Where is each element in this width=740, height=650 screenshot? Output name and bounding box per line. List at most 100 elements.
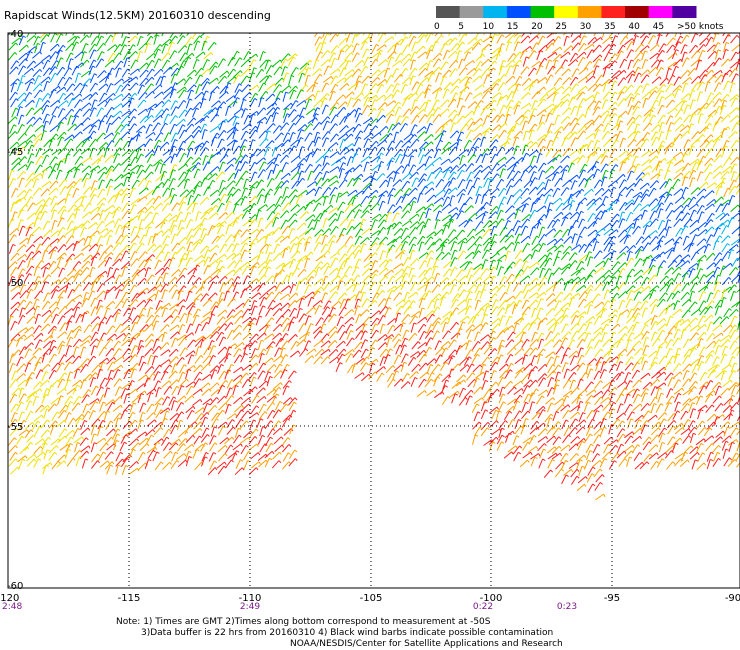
- wind-barb: [80, 227, 85, 237]
- wind-barb: [81, 135, 91, 143]
- wind-barb: [497, 33, 502, 36]
- wind-barb: [554, 178, 561, 187]
- wind-barb-tick: [47, 92, 51, 96]
- wind-barb-tick: [517, 41, 521, 44]
- wind-barb-tick: [79, 99, 83, 103]
- wind-barb: [203, 52, 212, 60]
- wind-barb-tick: [426, 62, 429, 66]
- wind-barb-tick: [391, 84, 395, 87]
- wind-barb: [696, 160, 701, 171]
- wind-barb-tick: [298, 242, 303, 245]
- wind-barb-tick: [39, 83, 43, 87]
- wind-barb: [361, 105, 368, 115]
- wind-barb: [274, 77, 283, 86]
- wind-barb-tick: [486, 201, 490, 205]
- wind-barb-tick: [160, 68, 164, 72]
- wind-barb: [171, 202, 178, 212]
- wind-barb-tick: [726, 139, 730, 143]
- wind-barb-tick: [70, 138, 74, 142]
- wind-barb: [696, 188, 705, 197]
- wind-barb: [587, 83, 596, 91]
- legend-label: 5: [458, 22, 464, 32]
- wind-barb: [153, 34, 158, 45]
- wind-barb-tick: [335, 218, 338, 222]
- wind-barb: [618, 110, 627, 119]
- wind-barb: [202, 155, 207, 166]
- wind-barb-tick: [411, 29, 413, 32]
- wind-barb-tick: [431, 141, 434, 145]
- wind-barb: [691, 161, 697, 172]
- wind-barb-tick: [574, 131, 578, 135]
- wind-barb-tick: [565, 59, 569, 62]
- wind-barb: [505, 106, 511, 117]
- wind-barb-tick: [685, 153, 688, 156]
- wind-barb-tick: [734, 185, 738, 189]
- wind-barb: [545, 59, 550, 70]
- wind-barb-tick: [438, 58, 442, 62]
- wind-barb-tick: [424, 126, 427, 130]
- wind-barb-tick: [305, 190, 309, 194]
- wind-barb: [393, 131, 397, 142]
- wind-barb-tick: [723, 212, 726, 216]
- wind-barb-tick: [497, 188, 500, 191]
- wind-barb: [706, 44, 715, 53]
- wind-barb: [235, 160, 240, 171]
- wind-barb-tick: [542, 114, 546, 117]
- wind-barb-tick: [157, 48, 161, 52]
- wind-barb-tick: [592, 95, 595, 99]
- wind-barb: [24, 77, 34, 85]
- wind-barb-tick: [571, 29, 573, 32]
- wind-barb: [32, 187, 40, 197]
- wind-barb-tick: [575, 117, 579, 121]
- wind-barb: [64, 92, 73, 101]
- wind-barb: [722, 33, 726, 37]
- wind-barb-tick: [433, 194, 437, 198]
- wind-barb: [275, 90, 281, 101]
- wind-barb-tick: [519, 196, 523, 199]
- wind-barb-tick: [14, 52, 18, 55]
- wind-barb: [104, 154, 113, 163]
- wind-barb: [353, 209, 360, 219]
- wind-barb-tick: [734, 148, 738, 152]
- wind-barb: [714, 196, 723, 205]
- wind-barb-tick: [204, 217, 208, 221]
- wind-barb: [129, 215, 138, 223]
- wind-barb-tick: [207, 211, 210, 215]
- wind-barb: [104, 72, 110, 83]
- wind-barb: [23, 188, 31, 198]
- wind-barb: [632, 59, 639, 69]
- wind-barb: [497, 202, 502, 213]
- wind-barb: [89, 194, 95, 204]
- wind-barb-tick: [431, 171, 435, 175]
- wind-barb: [359, 237, 368, 245]
- wind-barb-tick: [330, 204, 334, 208]
- wind-barb-tick: [213, 42, 217, 45]
- wind-barb: [18, 52, 27, 61]
- wind-barb: [170, 139, 176, 149]
- wind-barb: [595, 203, 604, 211]
- wind-barb-tick: [248, 84, 251, 88]
- wind-barb: [209, 189, 219, 197]
- wind-barb-tick: [661, 104, 665, 108]
- wind-barb: [272, 112, 277, 123]
- wind-barb-tick: [407, 145, 411, 149]
- wind-barb-tick: [400, 188, 404, 192]
- wind-barb: [514, 209, 519, 219]
- wind-barb: [41, 104, 48, 115]
- wind-barb-tick: [141, 26, 144, 28]
- wind-barb-tick: [363, 30, 365, 32]
- wind-barb: [616, 69, 625, 78]
- wind-barb-tick: [390, 194, 394, 197]
- wind-barb-tick: [439, 139, 443, 143]
- wind-barb-tick: [516, 64, 520, 67]
- wind-barb-tick: [666, 77, 669, 81]
- wind-barb-tick: [486, 115, 490, 118]
- wind-barb: [703, 122, 710, 133]
- wind-barb: [665, 129, 670, 140]
- wind-barb-tick: [566, 99, 570, 103]
- wind-barb: [448, 146, 456, 156]
- wind-barb: [377, 79, 386, 87]
- wind-barb-tick: [206, 115, 210, 119]
- wind-barb-tick: [605, 163, 609, 167]
- wind-barb-tick: [318, 202, 322, 206]
